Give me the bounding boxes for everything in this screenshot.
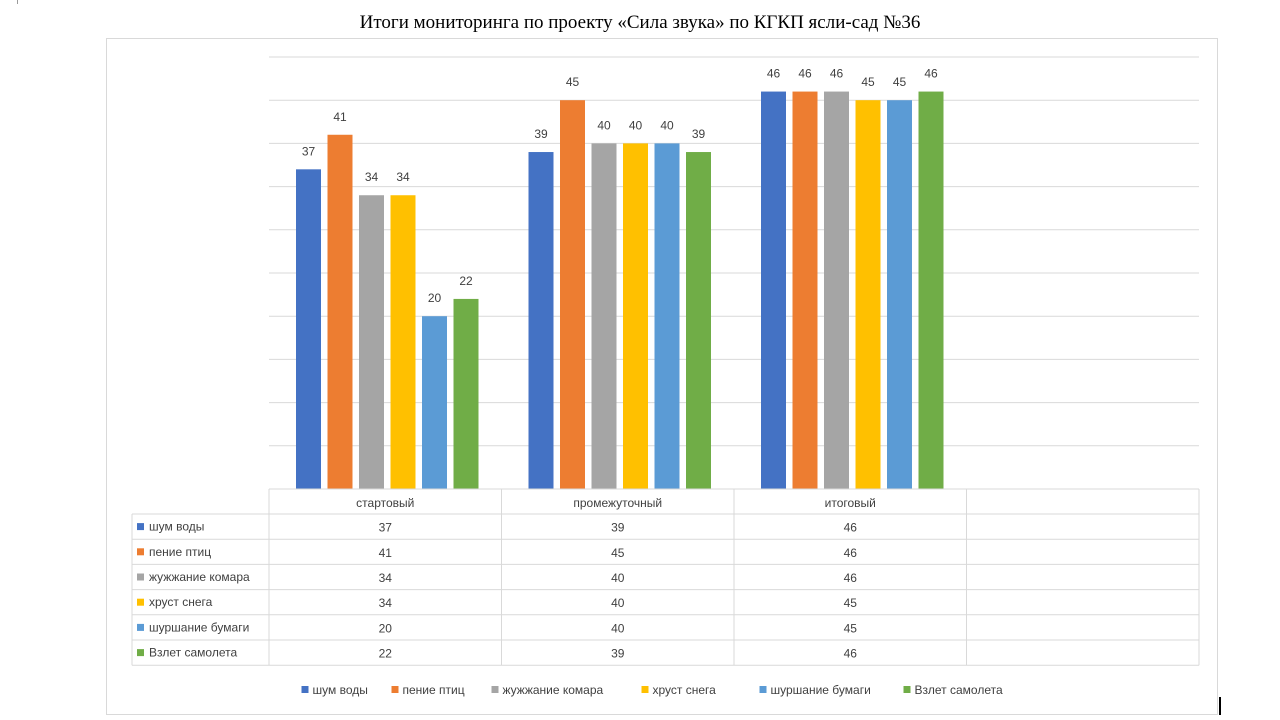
data-label: 40: [597, 118, 611, 132]
category-label: промежуточный: [573, 496, 662, 510]
legend-label: хруст снега: [653, 683, 717, 697]
bar: [528, 152, 554, 490]
legend-key: [641, 686, 649, 693]
bar: [824, 91, 849, 489]
bar: [296, 169, 321, 489]
legend-key: [491, 686, 499, 693]
series-name: жужжание комара: [149, 570, 250, 584]
bar: [422, 316, 447, 489]
data-label: 41: [333, 110, 347, 124]
table-value: 20: [379, 621, 393, 635]
bar: [390, 195, 416, 490]
bar: [654, 143, 680, 489]
bar: [887, 100, 912, 489]
bar: [686, 152, 711, 490]
data-label: 45: [893, 75, 907, 89]
data-label: 34: [396, 170, 410, 184]
data-label: 34: [365, 170, 379, 184]
table-value: 34: [379, 596, 393, 610]
legend-key: [137, 623, 144, 631]
table-value: 34: [379, 571, 393, 585]
data-label: 46: [830, 67, 844, 81]
table-value: 45: [611, 546, 625, 560]
table-value: 40: [611, 621, 625, 635]
legend-label: Взлет самолета: [915, 683, 1003, 697]
legend-label: жужжание комара: [503, 683, 604, 697]
data-label: 46: [767, 67, 781, 81]
bar: [453, 298, 479, 489]
data-label: 20: [428, 291, 442, 305]
legend-key: [137, 573, 144, 581]
bar: [855, 100, 881, 489]
bar: [761, 91, 786, 489]
table-value: 46: [844, 571, 858, 585]
bar: [623, 143, 648, 489]
legend-key: [903, 686, 911, 693]
table-value: 41: [379, 546, 393, 560]
legend-key: [759, 686, 767, 693]
legend-key: [137, 598, 144, 606]
data-label: 37: [302, 144, 316, 158]
chart-area: [106, 38, 1218, 715]
table-value: 39: [611, 647, 625, 661]
table-value: 46: [844, 546, 858, 560]
bar: [359, 195, 384, 490]
bar: [327, 134, 353, 489]
data-label: 40: [629, 118, 643, 132]
series-name: хруст снега: [149, 595, 213, 609]
legend-key: [137, 523, 144, 531]
table-value: 46: [844, 521, 858, 535]
data-label: 22: [459, 274, 473, 288]
bar: [591, 143, 617, 489]
chart-title: Итоги мониторинга по проекту «Сила звука…: [359, 12, 921, 33]
data-label: 46: [798, 67, 812, 81]
bar: [792, 91, 818, 489]
table-value: 45: [844, 596, 858, 610]
bar: [560, 100, 585, 489]
category-label: итоговый: [825, 496, 876, 510]
data-label: 45: [861, 75, 875, 89]
table-value: 22: [379, 647, 393, 661]
table-value: 37: [379, 521, 393, 535]
legend-label: шуршание бумаги: [771, 683, 871, 697]
series-name: шуршание бумаги: [149, 620, 249, 634]
legend-key: [137, 649, 144, 657]
series-name: пение птиц: [149, 545, 211, 559]
data-label: 40: [660, 118, 674, 132]
category-label: стартовый: [356, 496, 414, 510]
data-label: 39: [692, 127, 706, 141]
table-value: 46: [844, 647, 858, 661]
edge-mark: [17, 0, 18, 4]
bar: [918, 91, 944, 489]
legend-label: пение птиц: [403, 683, 465, 697]
table-value: 39: [611, 521, 625, 535]
table-value: 40: [611, 571, 625, 585]
series-name: шум воды: [149, 520, 204, 534]
legend-label: шум воды: [313, 683, 368, 697]
table-value: 40: [611, 596, 625, 610]
table-value: 45: [844, 621, 858, 635]
data-label: 45: [566, 75, 580, 89]
text-cursor: [1219, 697, 1221, 715]
data-label: 39: [534, 127, 548, 141]
data-label: 46: [924, 67, 938, 81]
legend-key: [301, 686, 309, 693]
legend-key: [137, 548, 144, 556]
series-name: Взлет самолета: [149, 646, 237, 660]
legend-key: [391, 686, 399, 693]
